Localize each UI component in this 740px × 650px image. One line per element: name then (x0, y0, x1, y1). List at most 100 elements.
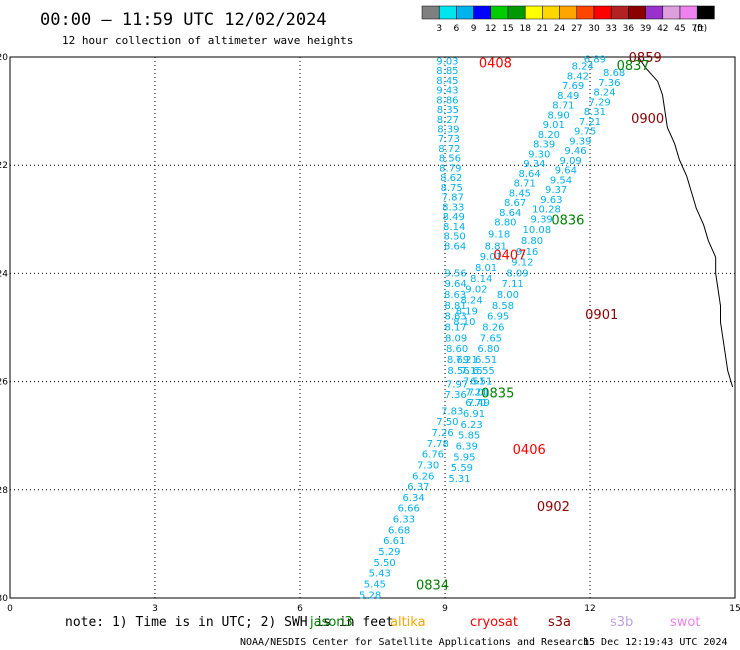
pass-time-label: 0900 (631, 112, 664, 127)
wave-height-value: 7.15 (460, 366, 482, 377)
wave-height-value: 7.11 (502, 279, 524, 290)
legend-s3a: s3a (548, 615, 571, 630)
wave-height-value: 8.24 (572, 62, 594, 73)
wave-height-value: 7.21 (465, 387, 487, 398)
wave-height-value: 8.69 (447, 355, 469, 366)
wave-height-value: 6.71 (465, 398, 487, 409)
colorbar-swatch (645, 5, 664, 20)
wave-height-value: 8.80 (494, 218, 516, 229)
wave-height-value: 8.60 (446, 344, 468, 355)
colorbar-tick: 36 (623, 24, 635, 34)
wave-height-value: 8.63 (445, 312, 467, 323)
wave-height-value: 8.19 (456, 306, 478, 317)
wave-height-value: 9.63 (540, 195, 562, 206)
wave-height-value: 5.95 (453, 452, 475, 463)
colorbar-legend: 3 6 9 12 15 18 21 24 27 30 33 36 39 42 45 70(ft) (421, 5, 715, 34)
wave-height-value: 6.68 (388, 525, 410, 536)
satellite-legend: jason3 altika cryosat s3a s3b swot (309, 615, 700, 630)
wave-height-value: 6.34 (402, 493, 424, 504)
wave-height-value: 8.58 (492, 301, 514, 312)
wave-height-value: 8.01 (475, 263, 497, 274)
wave-height-value: 8.62 (440, 173, 462, 184)
wave-height-value: 8.80 (521, 236, 543, 247)
legend-cryosat: cryosat (470, 615, 518, 630)
y-tick-label: -20 (0, 53, 8, 63)
wave-height-value: 9.39 (531, 214, 553, 225)
colorbar-tick: 30 (588, 24, 600, 34)
wave-height-value: 8.64 (499, 208, 521, 219)
wave-height-value: 8.33 (442, 202, 464, 213)
wave-height-value: 7.26 (431, 428, 453, 439)
colorbar-tick: 24 (554, 24, 566, 34)
x-tick-label: 12 (584, 604, 595, 614)
wave-height-value: 6.66 (398, 504, 420, 515)
wave-height-value: 9.30 (528, 149, 550, 160)
plot-frame (9, 56, 736, 599)
wave-height-value: 6.37 (407, 482, 429, 493)
wave-height-value: 8.35 (437, 105, 459, 116)
colorbar-tick: 12 (485, 24, 496, 34)
colorbar-unit: (ft) (694, 24, 708, 34)
wave-height-value: 8.00 (497, 290, 519, 301)
wave-height-value: 7.29 (589, 97, 611, 108)
wave-height-value: 8.81 (485, 241, 507, 252)
y-tick-label: -30 (0, 594, 8, 604)
wave-height-value: 9.02 (465, 285, 487, 296)
wave-height-value: 7.78 (427, 439, 449, 450)
wave-height-value: 9.39 (569, 136, 591, 147)
wave-height-value: 9.01 (480, 252, 502, 263)
wave-height-value: 6.26 (412, 471, 434, 482)
wave-height-value: 10.08 (523, 225, 552, 236)
wave-height-value: 5.45 (364, 579, 386, 590)
wave-height-value: 5.28 (359, 590, 381, 601)
wave-height-value: 5.43 (369, 569, 391, 580)
colorbar-swatch (559, 5, 578, 20)
wave-height-value: 7.97 (446, 379, 468, 390)
footer-timestamp: 15 Dec 12:19:43 UTC 2024 (583, 637, 728, 648)
colorbar-swatch (542, 5, 560, 20)
x-tick-label: 0 (7, 604, 13, 614)
colorbar-tick: 39 (640, 24, 652, 34)
wave-height-value: 8.79 (439, 163, 461, 174)
colorbar-tick: 33 (605, 24, 616, 34)
colorbar-tick: 6 (454, 24, 460, 34)
colorbar-tick: 9 (471, 24, 477, 34)
colorbar-swatch (576, 5, 595, 20)
pass-time-label: 0406 (513, 443, 546, 458)
wave-height-value: 7.65 (480, 333, 502, 344)
grid-lines (10, 57, 735, 598)
pass-time-label: 0902 (537, 500, 570, 515)
wave-height-value: 8.45 (436, 76, 458, 87)
wave-height-value: 8.71 (514, 179, 536, 190)
coastline (637, 56, 734, 388)
wave-height-value: 8.24 (460, 295, 482, 306)
wave-height-value: 6.61 (383, 536, 405, 547)
legend-s3b: s3b (610, 615, 633, 630)
wave-height-value: 8.56 (447, 366, 469, 377)
colorbar-swatch (473, 5, 492, 20)
wave-height-value: 9.37 (545, 185, 567, 196)
colorbar-tick: 3 (436, 24, 442, 34)
colorbar-swatch (456, 5, 474, 20)
wave-height-value: 7.69 (562, 81, 584, 92)
wave-height-value: 8.50 (444, 232, 466, 243)
wave-height-value: 7.49 (468, 398, 490, 409)
wave-height-value: 7.73 (438, 134, 460, 145)
y-tick-label: -24 (0, 269, 8, 279)
wave-height-value: 6.51 (475, 355, 497, 366)
wave-height-value: 8.67 (504, 198, 526, 209)
wave-height-value: 7.51 (463, 377, 485, 388)
wave-height-value: 6.80 (477, 344, 499, 355)
wave-height-value: 7.87 (442, 193, 464, 204)
wave-height-value: 8.64 (518, 169, 540, 180)
wave-height-value: 8.72 (438, 144, 460, 155)
wave-height-value: 9.64 (445, 279, 467, 290)
wave-height-value: 8.39 (437, 124, 459, 135)
colorbar-tick: 27 (571, 24, 582, 34)
colorbar-swatch (524, 5, 543, 20)
colorbar-swatch (593, 5, 612, 20)
wave-height-value: 7.36 (598, 78, 620, 89)
colorbar-tick: 45 (674, 24, 685, 34)
